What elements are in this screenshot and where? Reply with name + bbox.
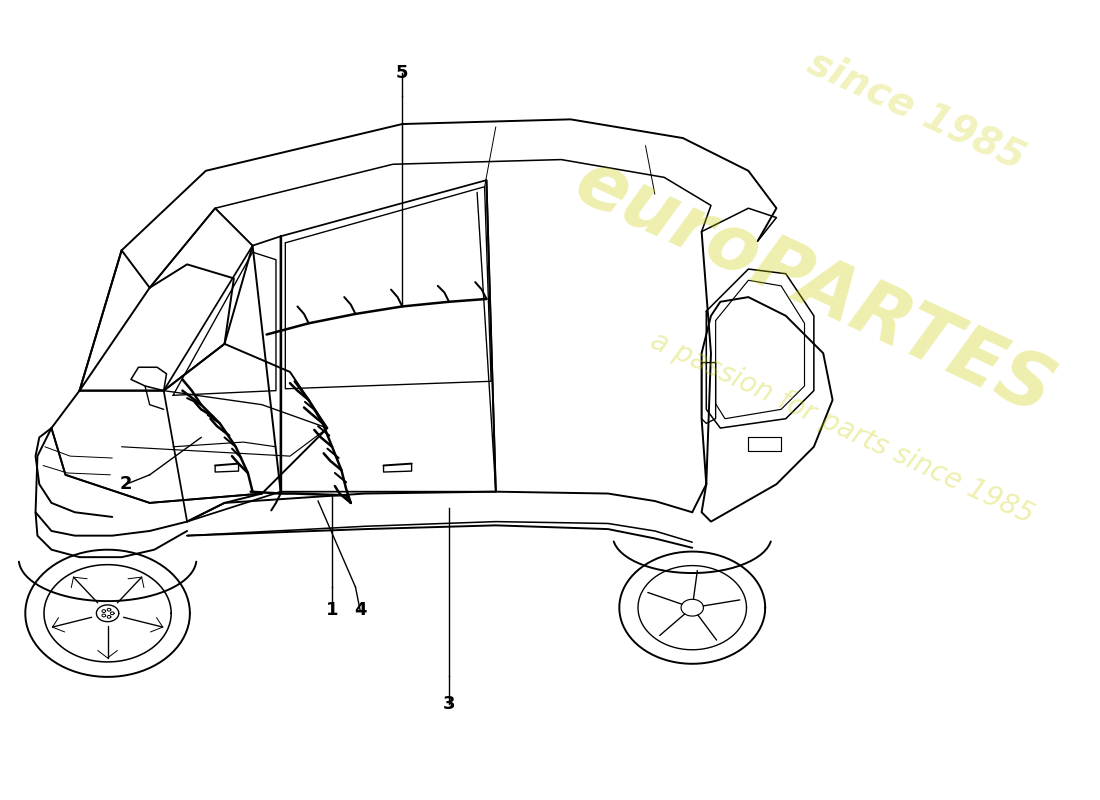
Text: since 1985: since 1985 [802, 43, 1032, 177]
Text: 2: 2 [120, 475, 132, 493]
Text: 1: 1 [326, 602, 339, 619]
Text: 4: 4 [354, 602, 366, 619]
Text: a passion for parts since 1985: a passion for parts since 1985 [646, 326, 1038, 530]
Text: euroPARTES: euroPARTES [563, 145, 1065, 431]
Text: 3: 3 [443, 695, 455, 713]
Text: 5: 5 [396, 63, 408, 82]
